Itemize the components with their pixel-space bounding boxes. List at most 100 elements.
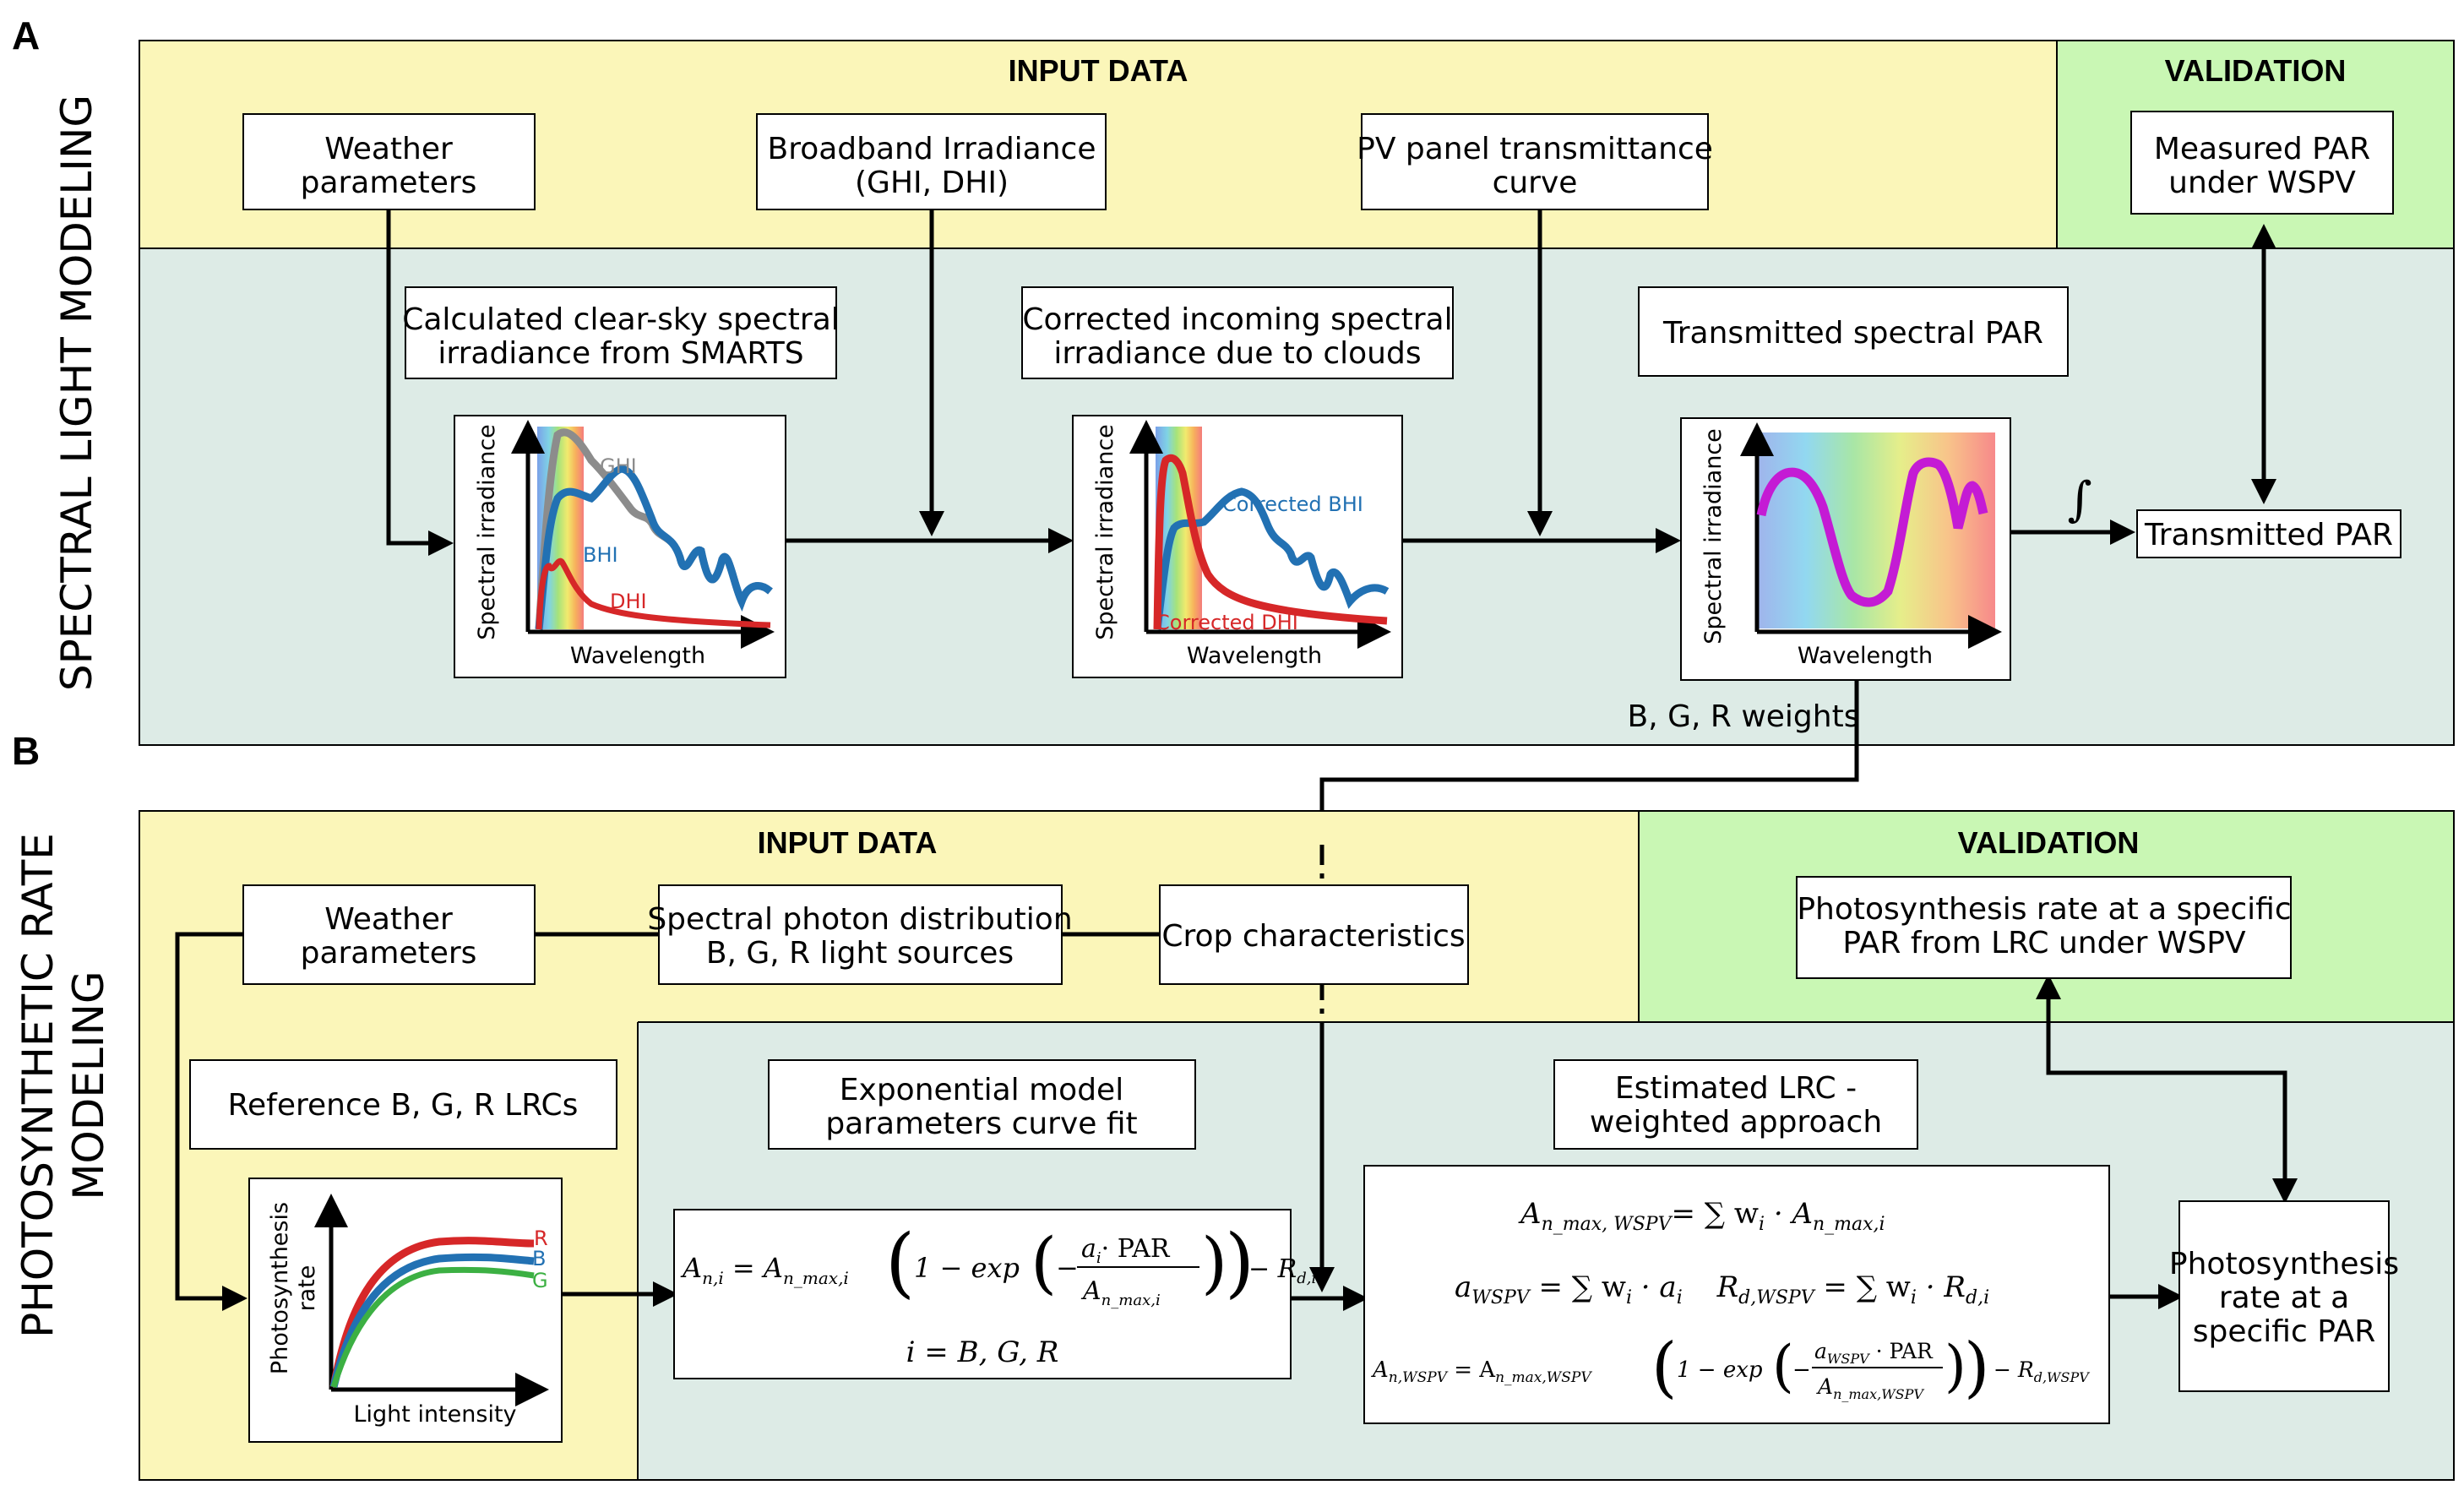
svg-text:parameters: parameters [301, 166, 477, 200]
svg-text:(GHI, DHI): (GHI, DHI) [855, 166, 1009, 200]
broadband-irradiance-box: Broadband Irradiance (GHI, DHI) [756, 113, 1107, 210]
svg-text:DHI: DHI [610, 590, 647, 613]
panel-a-side-title: SPECTRAL LIGHT MODELING [52, 95, 101, 691]
svg-text:− Rd,i: − Rd,i [1248, 1254, 1316, 1287]
weather-to-plot1-arrow [386, 209, 454, 556]
svg-text:aWSPV · PAR: aWSPV · PAR [1814, 1339, 1934, 1367]
integral-symbol: ∫ [2067, 472, 2091, 527]
svg-text:(: ( [1772, 1334, 1794, 1399]
svg-text:B, G, R light sources: B, G, R light sources [706, 936, 1014, 971]
transmitted-spectral-par-plot: Spectral irradiance Wavelength [1680, 417, 2011, 681]
svg-text:1 − exp: 1 − exp [1677, 1357, 1763, 1383]
svg-text:Transmitted PAR: Transmitted PAR [2144, 518, 2393, 552]
clear-sky-box: Calculated clear-sky spectral irradiance… [402, 286, 840, 379]
svg-text:An,i = An_max,i: An,i = An_max,i [680, 1252, 849, 1288]
weather-parameters-box-a: Weather parameters [242, 113, 536, 210]
svg-text:−: − [1056, 1252, 1079, 1284]
panel-b-side-title-1: PHOTOSYNTHETIC RATE [14, 833, 63, 1338]
panel-b-side-title-2: MODELING [64, 971, 113, 1199]
panel-b-validation-header: VALIDATION [1958, 825, 2140, 860]
svg-text:−: − [1792, 1357, 1811, 1383]
panel-a-letter: A [12, 14, 40, 57]
svg-text:Calculated clear-sky spectral: Calculated clear-sky spectral [402, 302, 840, 337]
svg-text:PV panel transmittance: PV panel transmittance [1357, 132, 1713, 166]
panel-b-letter: B [12, 729, 40, 773]
corrected-dhi-curve [1153, 454, 1388, 630]
svg-text:1 − exp: 1 − exp [914, 1252, 1020, 1284]
svg-text:specific PAR: specific PAR [2193, 1314, 2376, 1349]
weighted-equation-box: An_max, WSPV= ∑ wi · An_max,i aWSPV = ∑ … [1363, 1165, 2110, 1424]
svg-text:PAR from LRC under WSPV: PAR from LRC under WSPV [1842, 926, 2246, 960]
panel-b-input-header: INPUT DATA [758, 825, 938, 860]
svg-text:Weather: Weather [324, 902, 453, 937]
svg-text:parameters: parameters [301, 936, 477, 971]
svg-text:B: B [532, 1247, 546, 1270]
svg-text:Reference B, G, R LRCs: Reference B, G, R LRCs [228, 1088, 579, 1123]
svg-text:rate: rate [294, 1265, 320, 1312]
svg-text:(: ( [1651, 1330, 1677, 1406]
svg-text:Measured PAR: Measured PAR [2154, 132, 2370, 166]
exp-model-box: Exponential model parameters curve fit [768, 1059, 1196, 1150]
svg-text:Broadband Irradiance: Broadband Irradiance [768, 132, 1096, 166]
svg-text:): ) [1964, 1330, 1989, 1406]
svg-text:An,WSPV = An_max,WSPV: An,WSPV = An_max,WSPV [1371, 1357, 1592, 1386]
svg-text:Spectral irradiance: Spectral irradiance [474, 424, 500, 640]
clear-sky-spectrum-plot: Spectral irradiance Wavelength GHI BHI D… [454, 415, 786, 678]
svg-text:rate at a: rate at a [2219, 1281, 2349, 1315]
panel-a-validation-header: VALIDATION [2165, 53, 2347, 88]
svg-text:Wavelength: Wavelength [1798, 643, 1933, 669]
svg-text:(: ( [885, 1218, 915, 1307]
svg-text:): ) [1225, 1218, 1254, 1307]
bhi-curve [535, 465, 773, 630]
panel-a-frame [139, 40, 2455, 746]
svg-text:Spectral irradiance: Spectral irradiance [1700, 428, 1727, 645]
dhi-curve [536, 558, 771, 630]
svg-text:curve: curve [1493, 166, 1578, 200]
svg-text:Wavelength: Wavelength [1187, 643, 1322, 669]
svg-text:Spectral photon distribution: Spectral photon distribution [647, 902, 1072, 937]
svg-text:ai· PAR: ai· PAR [1081, 1234, 1171, 1267]
estimated-lrc-box: Estimated LRC - weighted approach [1553, 1059, 1918, 1150]
svg-text:Corrected DHI: Corrected DHI [1156, 611, 1298, 634]
svg-text:): ) [1945, 1334, 1966, 1399]
weather-parameters-box-b: Weather parameters [242, 884, 536, 985]
svg-text:An_max, WSPV= ∑ wi · An_max,i: An_max, WSPV= ∑ wi · An_max,i [1518, 1197, 1885, 1235]
eq1-index: i = B, G, R [906, 1335, 1059, 1369]
svg-text:Exponential model: Exponential model [840, 1073, 1123, 1107]
output-photosynthesis-box: Photosynthesis rate at a specific PAR [2169, 1200, 2399, 1392]
svg-text:BHI: BHI [583, 543, 618, 567]
svg-text:R: R [534, 1227, 548, 1250]
svg-text:): ) [1201, 1223, 1227, 1302]
weather-to-lrc-arrow [175, 932, 247, 1311]
reference-lrc-plot: Photosynthesis rate Light intensity R B … [248, 1178, 563, 1443]
corrected-irradiance-box: Corrected incoming spectral irradiance d… [1021, 286, 1454, 379]
svg-text:− Rd,WSPV: − Rd,WSPV [1994, 1357, 2090, 1385]
transmitted-par-curve [1756, 457, 1988, 607]
pv-transmittance-box: PV panel transmittance curve [1357, 113, 1713, 210]
svg-text:Photosynthesis: Photosynthesis [267, 1202, 293, 1374]
svg-text:aWSPV = ∑ wi · ai Rd,WSP: aWSPV = ∑ wi · ai Rd,WSPV = ∑ wi · Rd,i [1455, 1270, 1989, 1311]
svg-text:Corrected BHI: Corrected BHI [1222, 492, 1363, 516]
svg-text:Wavelength: Wavelength [570, 643, 705, 669]
svg-text:(: ( [1031, 1223, 1057, 1302]
svg-text:Photosynthesis rate at a speci: Photosynthesis rate at a specific [1797, 892, 2291, 927]
svg-text:Photosynthesis: Photosynthesis [2169, 1247, 2399, 1281]
panel-a-input-header: INPUT DATA [1009, 53, 1188, 88]
svg-text:GHI: GHI [600, 454, 637, 478]
svg-text:G: G [532, 1269, 548, 1292]
svg-text:under WSPV: under WSPV [2168, 166, 2356, 200]
svg-text:Spectral irradiance: Spectral irradiance [1092, 424, 1118, 640]
svg-text:Corrected incoming spectral: Corrected incoming spectral [1022, 302, 1452, 337]
validation-b-box: Photosynthesis rate at a specific PAR fr… [1796, 876, 2292, 979]
corrected-spectrum-plot: Spectral irradiance Wavelength Corrected… [1072, 415, 1403, 678]
svg-text:weighted approach: weighted approach [1590, 1105, 1882, 1140]
spectral-photon-box: Spectral photon distribution B, G, R lig… [647, 884, 1073, 985]
corrected-bhi-curve [1153, 487, 1390, 630]
bgr-weights-label: B, G, R weights [1628, 699, 1860, 734]
svg-text:Transmitted spectral PAR: Transmitted spectral PAR [1662, 316, 2043, 351]
svg-text:irradiance due to clouds: irradiance due to clouds [1053, 336, 1421, 371]
transmitted-par-box: Transmitted PAR [2136, 509, 2401, 558]
svg-text:Estimated LRC -: Estimated LRC - [1615, 1071, 1857, 1106]
svg-text:Light intensity: Light intensity [353, 1401, 516, 1428]
